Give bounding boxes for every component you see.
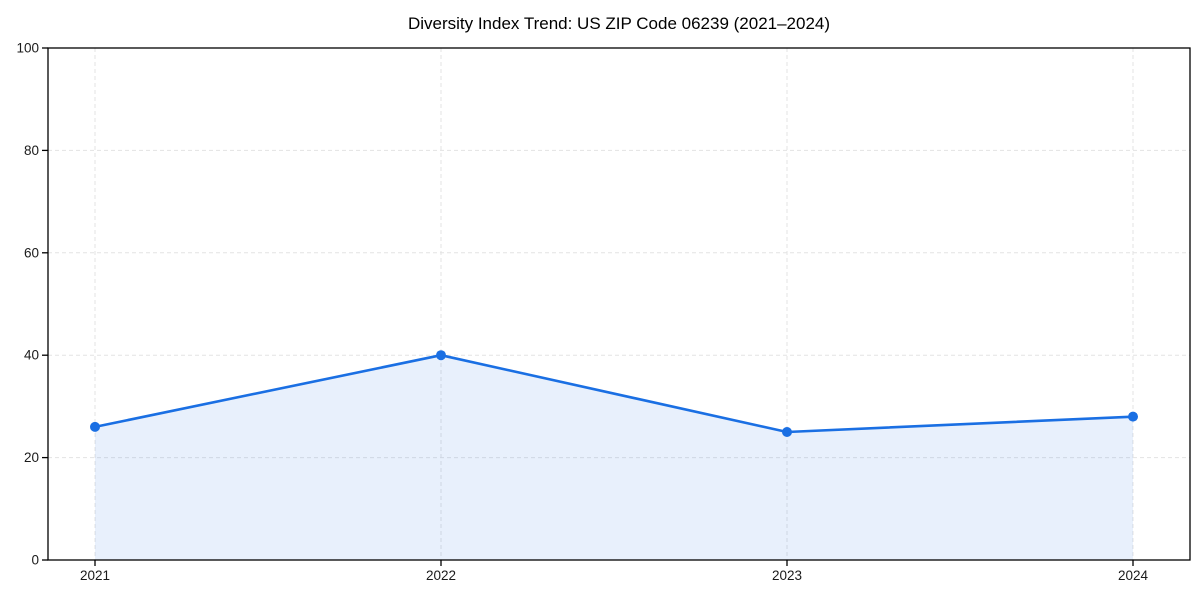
plot-border-rect bbox=[47, 47, 1191, 561]
gridlines bbox=[48, 48, 1190, 560]
data-point-marker bbox=[1128, 411, 1138, 422]
chart-title: Diversity Index Trend: US ZIP Code 06239… bbox=[407, 14, 831, 33]
x-tick-label: 2021 bbox=[80, 568, 110, 583]
y-tick-label: 40 bbox=[24, 348, 39, 363]
area-fill bbox=[95, 355, 1133, 560]
plot-border bbox=[47, 47, 1191, 561]
y-tick-labels: 0 20 40 60 80 100 bbox=[16, 41, 39, 568]
y-tick-label: 0 bbox=[31, 553, 39, 568]
axis-ticks bbox=[42, 47, 1134, 566]
y-tick-label: 100 bbox=[16, 41, 39, 56]
data-points bbox=[90, 350, 1138, 437]
y-tick-label: 80 bbox=[24, 143, 39, 158]
x-tick-label: 2024 bbox=[1118, 568, 1149, 583]
trend-line bbox=[93, 353, 1135, 434]
x-tick-label: 2023 bbox=[772, 568, 802, 583]
y-tick-label: 60 bbox=[24, 245, 39, 260]
data-point-marker bbox=[782, 427, 792, 437]
data-point-marker bbox=[436, 350, 446, 361]
x-tick-label: 2022 bbox=[426, 568, 456, 583]
y-tick-label: 20 bbox=[24, 450, 39, 465]
data-point-marker bbox=[90, 421, 100, 432]
area-fill-polygon bbox=[95, 355, 1133, 560]
x-tick-labels: 2021 2022 2023 2024 bbox=[80, 568, 1149, 583]
trend-polyline bbox=[93, 353, 1135, 434]
